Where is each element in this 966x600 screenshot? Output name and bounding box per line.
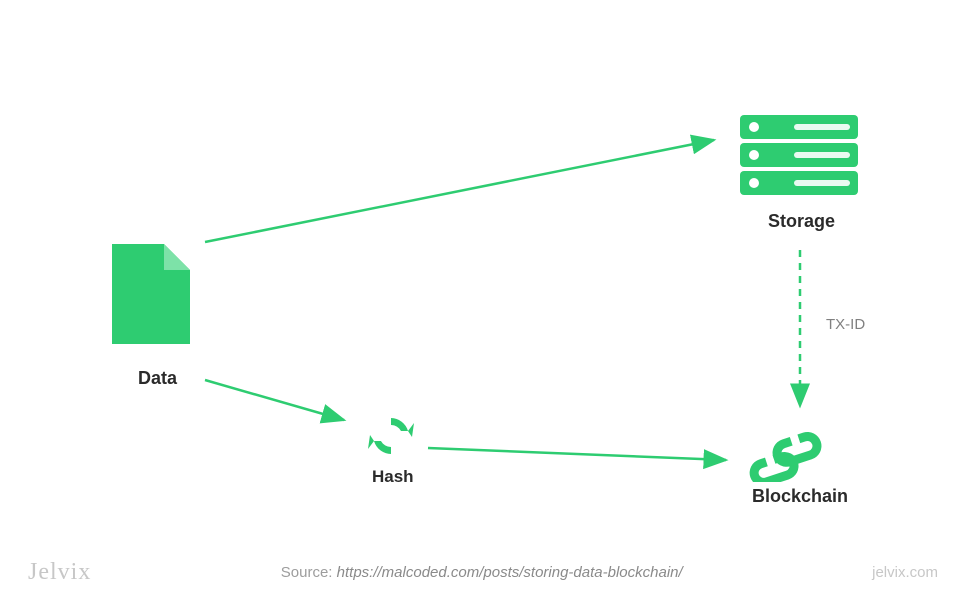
brand-left: Jelvix [28, 559, 91, 586]
edge-hash-blockchain [428, 448, 726, 460]
server-icon [740, 115, 858, 195]
source-line: Source: https://malcoded.com/posts/stori… [281, 564, 683, 581]
txid-label: TX-ID [826, 316, 865, 333]
chain-icon [748, 430, 844, 482]
diagram-canvas: Data Storage Hash [0, 0, 966, 600]
brand-right: jelvix.com [872, 564, 938, 581]
footer: Jelvix Source: https://malcoded.com/post… [0, 559, 966, 586]
storage-label: Storage [768, 211, 835, 232]
blockchain-label: Blockchain [752, 486, 848, 507]
data-label: Data [138, 368, 177, 389]
source-url: https://malcoded.com/posts/storing-data-… [337, 564, 683, 581]
document-icon [108, 240, 194, 348]
source-prefix: Source: [281, 564, 333, 581]
edge-data-storage [205, 140, 714, 242]
hash-label: Hash [372, 467, 414, 487]
cycle-icon [368, 413, 414, 459]
edge-data-hash [205, 380, 344, 420]
